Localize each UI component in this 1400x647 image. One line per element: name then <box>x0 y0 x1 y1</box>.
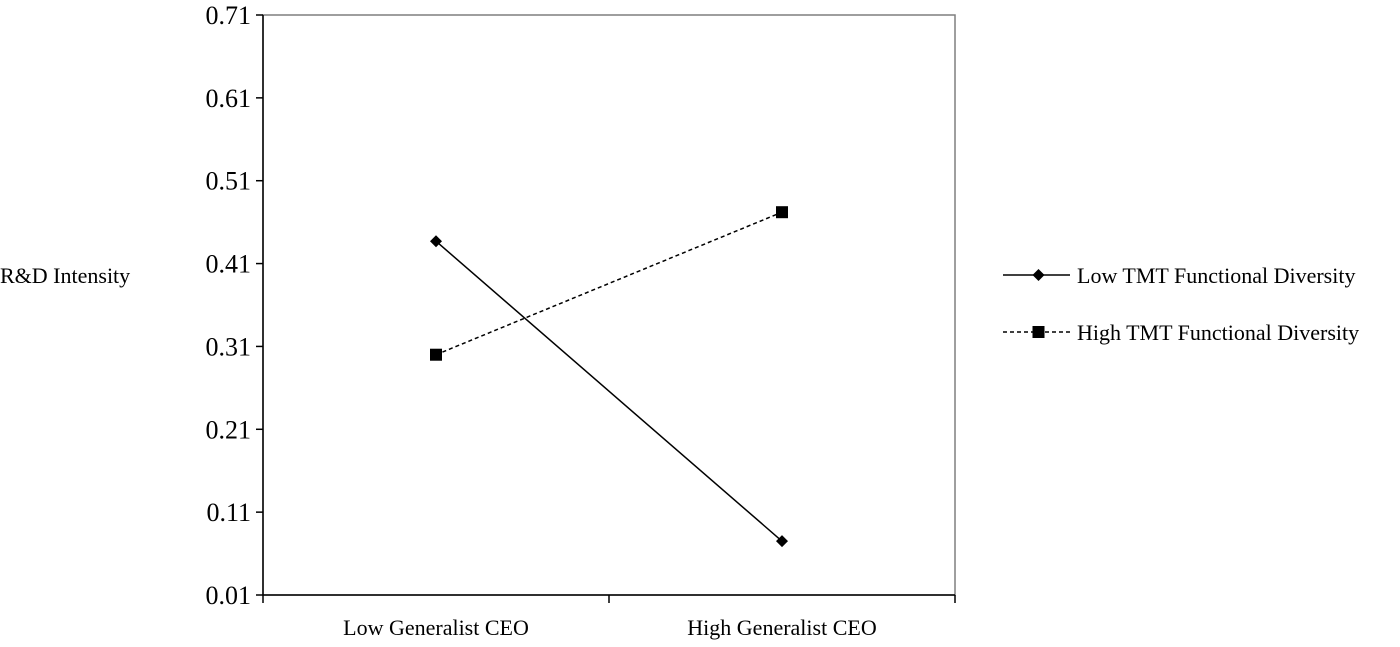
y-tick-label: 0.61 <box>206 84 252 113</box>
y-tick-label: 0.41 <box>206 250 252 279</box>
y-tick-label: 0.71 <box>206 1 252 30</box>
legend: Low TMT Functional Diversity High TMT Fun… <box>1003 263 1359 345</box>
y-tick-label: 0.01 <box>206 581 252 610</box>
y-axis-title: R&D Intensity <box>0 263 130 288</box>
y-tick-label: 0.51 <box>206 167 252 196</box>
data-point <box>776 206 788 219</box>
y-axis-ticks: 0.01 0.11 0.21 0.31 0.41 0.51 0.61 0.71 <box>206 1 263 610</box>
x-tick-label: High Generalist CEO <box>687 615 876 640</box>
data-point <box>430 235 442 248</box>
data-point <box>776 535 788 548</box>
y-tick-label: 0.21 <box>206 415 252 444</box>
legend-label: Low TMT Functional Diversity <box>1077 263 1355 288</box>
series-line-2 <box>435 211 783 356</box>
series-line-1 <box>435 240 783 542</box>
series-layer <box>430 206 788 548</box>
legend-label: High TMT Functional Diversity <box>1077 320 1359 345</box>
x-axis-ticks: Low Generalist CEO High Generalist CEO <box>262 595 956 640</box>
y-tick-label: 0.31 <box>206 332 252 361</box>
y-tick-label: 0.11 <box>206 498 251 527</box>
data-point <box>430 348 442 361</box>
plot-area <box>262 14 956 596</box>
plot-frame <box>262 14 956 596</box>
legend-marker <box>1032 326 1045 338</box>
x-tick-label: Low Generalist CEO <box>343 615 529 640</box>
legend-marker <box>1032 269 1045 281</box>
